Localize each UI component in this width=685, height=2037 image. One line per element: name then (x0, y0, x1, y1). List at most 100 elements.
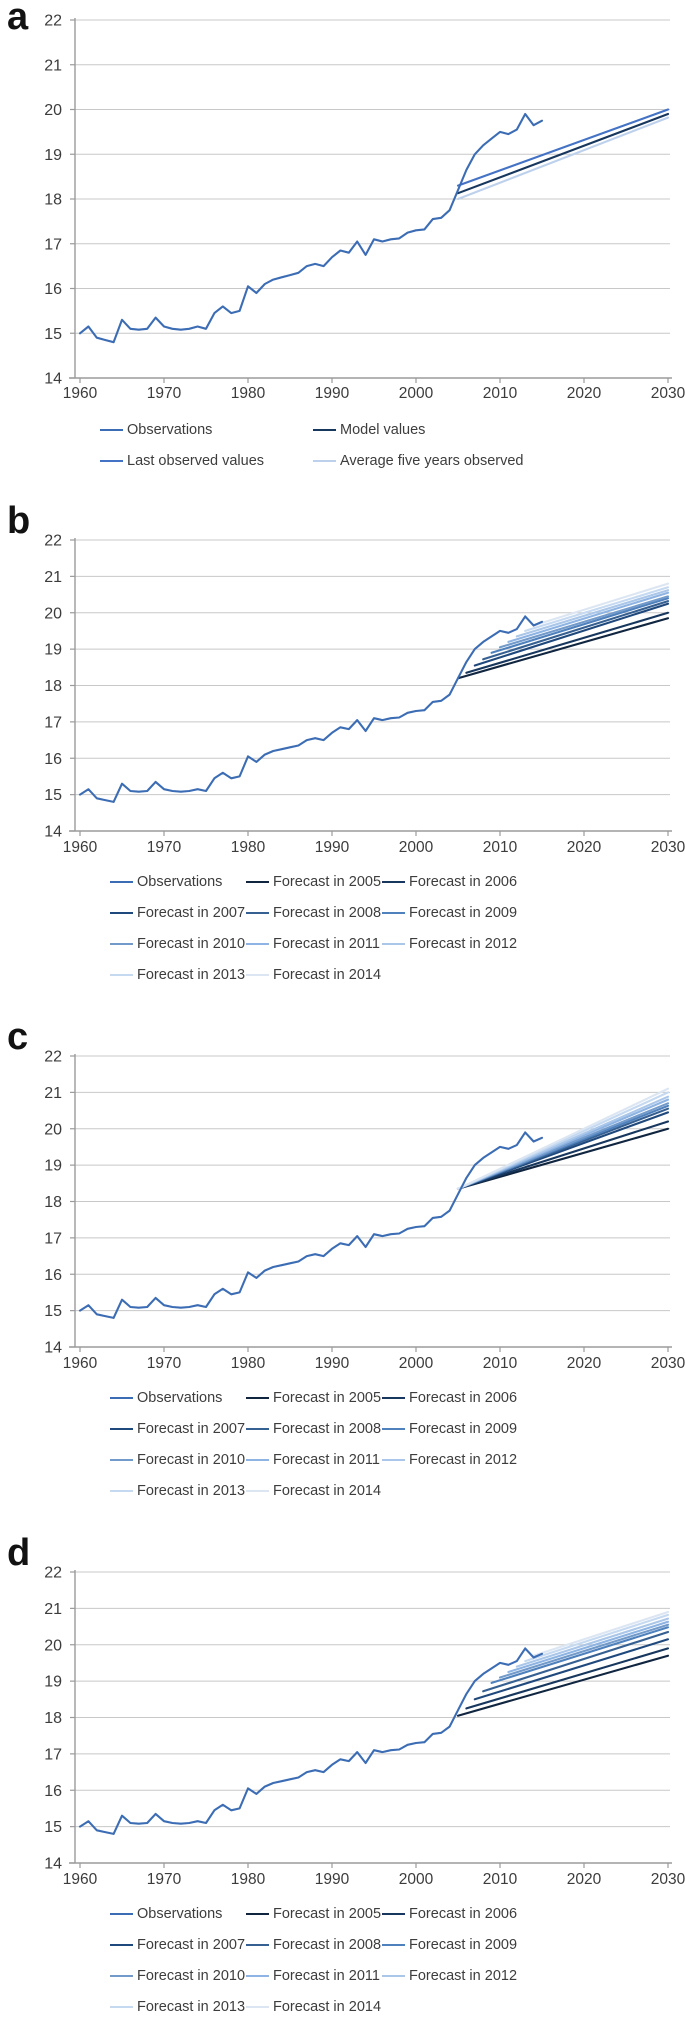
x-tick-label: 1960 (63, 1355, 98, 1372)
series-line-model-values (456, 112, 670, 195)
x-tick-label: 1970 (147, 1871, 182, 1888)
series-line-forecast-in-2014 (456, 1087, 670, 1190)
x-tick-label: 2020 (567, 385, 602, 402)
y-tick-label: 14 (44, 371, 62, 388)
legend-label: Observations (137, 1905, 223, 1922)
legend-item: Forecast in 2014 (246, 967, 382, 983)
legend-item: Forecast in 2012 (382, 1452, 518, 1468)
panel-a: a 14 15 16 17 18 19 20 21 22 1960 1970 1980 1990 2000… (0, 0, 685, 488)
legend-item: Forecast in 2012 (382, 936, 518, 952)
legend-label: Last observed values (127, 452, 265, 469)
series-line-forecast-in-2005 (456, 617, 670, 680)
series-line-forecast-in-2012 (515, 1617, 670, 1668)
legend-item: Forecast in 2009 (382, 1421, 518, 1437)
legend-swatch (313, 459, 336, 462)
x-tick-label: 1980 (231, 1355, 266, 1372)
legend-item: Forecast in 2014 (246, 1999, 382, 2015)
legend-label: Forecast in 2007 (137, 904, 246, 921)
legend-row: Forecast in 2013 Forecast in 2014 (0, 1991, 685, 2022)
series-line-observations (78, 1647, 544, 1835)
x-tick-label: 2020 (567, 839, 602, 856)
y-tick-label: 19 (44, 1674, 62, 1691)
y-tick-label: 18 (44, 1710, 62, 1727)
y-tick-label: 17 (44, 1230, 62, 1247)
legend-row: Observations Model values (0, 414, 685, 445)
legend-label: Forecast in 2006 (409, 1905, 518, 1922)
legend-label: Forecast in 2010 (137, 935, 246, 952)
series-line-forecast-in-2012 (515, 589, 670, 638)
x-tick-label: 1970 (147, 385, 182, 402)
x-tick-label: 1980 (231, 1871, 266, 1888)
legend-row: Observations Forecast in 2005 Forecast in … (0, 1898, 685, 1929)
legend-item: Forecast in 2010 (110, 1452, 246, 1468)
y-tick-label: 17 (44, 236, 62, 253)
x-tick-label: 1990 (315, 839, 350, 856)
legend-item: Forecast in 2011 (246, 936, 382, 952)
legend-item: Forecast in 2009 (382, 1937, 518, 1953)
legend-item: Forecast in 2007 (110, 1421, 246, 1437)
panel-c: c 14 15 16 17 18 19 20 21 22 1960 1970 1980 1990 2000… (0, 1004, 685, 1520)
legend-swatch (110, 880, 133, 883)
legend-label: Forecast in 2013 (137, 1998, 246, 2015)
legend-swatch (110, 911, 133, 914)
legend-swatch (382, 1912, 405, 1915)
legend-item: Forecast in 2009 (382, 905, 518, 921)
y-tick-label: 20 (44, 1121, 62, 1138)
legend-item: Forecast in 2013 (110, 1999, 246, 2015)
legend-label: Forecast in 2013 (137, 1482, 246, 1499)
legend-item: Forecast in 2006 (382, 1390, 518, 1406)
legend-row: Forecast in 2007 Forecast in 2008 Forecast… (0, 1413, 685, 1444)
series-line-forecast-in-2011 (507, 1620, 670, 1674)
y-tick-label: 14 (44, 1856, 62, 1873)
panel-letter-d: d (7, 1532, 31, 1574)
x-tick-label: 1970 (147, 1355, 182, 1372)
legend-c: Observations Forecast in 2005 Forecast in … (0, 1382, 685, 1506)
legend-label: Forecast in 2012 (409, 1967, 518, 1984)
legend-label: Forecast in 2011 (273, 1967, 380, 1984)
series-line-forecast-in-2014 (532, 582, 670, 627)
legend-row: Observations Forecast in 2005 Forecast in … (0, 866, 685, 897)
legend-label: Forecast in 2012 (409, 935, 518, 952)
legend-a: Observations Model values Last observed va… (0, 414, 685, 476)
legend-label: Forecast in 2006 (409, 1389, 518, 1406)
x-tick-label: 1970 (147, 839, 182, 856)
legend-item: Average five years observed (313, 453, 526, 469)
y-tick-label: 14 (44, 824, 62, 841)
legend-swatch (382, 911, 405, 914)
legend-label: Forecast in 2014 (273, 966, 382, 983)
y-tick-label: 22 (44, 1049, 62, 1066)
series-line-forecast-in-2011 (507, 591, 670, 643)
legend-swatch (110, 1396, 133, 1399)
legend-swatch (110, 2005, 133, 2008)
x-tick-label: 2000 (399, 385, 434, 402)
legend-d: Observations Forecast in 2005 Forecast in … (0, 1898, 685, 2022)
x-tick-label: 2000 (399, 1355, 434, 1372)
legend-row: Forecast in 2007 Forecast in 2008 Forecast… (0, 897, 685, 928)
x-tick-label: 1960 (63, 839, 98, 856)
x-tick-label: 2020 (567, 1355, 602, 1372)
series-line-forecast-in-2005 (456, 1127, 670, 1190)
legend-swatch (246, 1912, 269, 1915)
legend-label: Observations (137, 1389, 223, 1406)
legend-swatch (382, 1427, 405, 1430)
legend-label: Forecast in 2007 (137, 1420, 246, 1437)
legend-item: Forecast in 2008 (246, 1937, 382, 1953)
panel-d: d 14 15 16 17 18 19 20 21 22 1960 1970 1980 1990 2000… (0, 1520, 685, 2037)
series-line-average-five-years-observed (456, 116, 670, 201)
series-line-observations (78, 112, 544, 344)
legend-item: Observations (100, 422, 313, 438)
legend-label: Forecast in 2006 (409, 873, 518, 890)
legend-label: Average five years observed (340, 452, 524, 469)
series-line-observations (78, 1131, 544, 1319)
y-tick-label: 14 (44, 1340, 62, 1357)
legend-swatch (246, 1974, 269, 1977)
legend-label: Forecast in 2005 (273, 873, 382, 890)
series-line-forecast-in-2008 (482, 600, 670, 661)
legend-item: Forecast in 2005 (246, 1390, 382, 1406)
legend-label: Forecast in 2008 (273, 1936, 382, 1953)
legend-row: Forecast in 2007 Forecast in 2008 Forecast… (0, 1929, 685, 1960)
x-tick-label: 2030 (651, 385, 685, 402)
legend-swatch (246, 2005, 269, 2008)
x-tick-label: 2000 (399, 1871, 434, 1888)
legend-label: Forecast in 2009 (409, 1936, 518, 1953)
